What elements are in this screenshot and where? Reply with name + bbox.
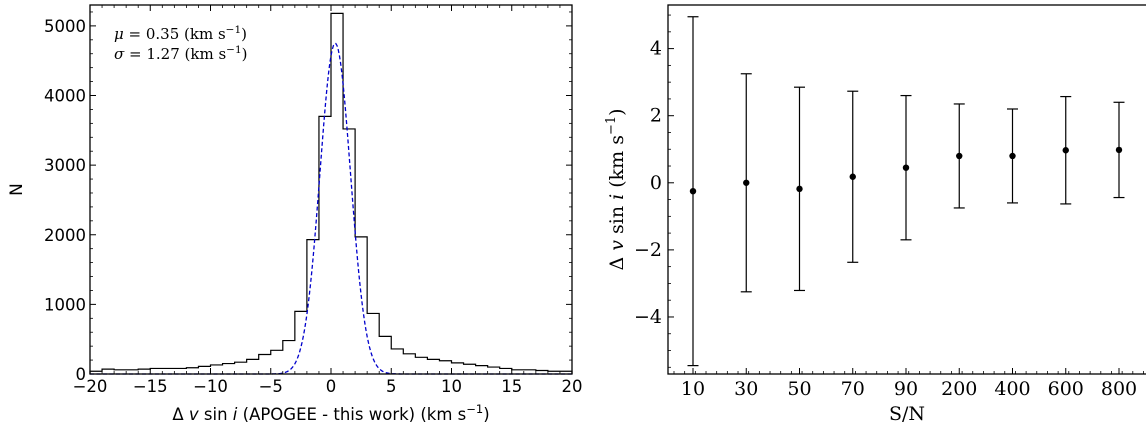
xlabel-delta: Δ <box>172 405 189 424</box>
histogram-x-axis-label: Δ v sin i (APOGEE - this work) (km s−1) <box>172 402 489 424</box>
data-point-marker <box>689 187 697 195</box>
ylabel-delta: Δ <box>606 251 628 271</box>
errorbar-ticks: 10 30 50 70 90 200 400 600 800 −4 −2 0 2 4 <box>634 14 1144 400</box>
errorbar-y-tick-label: 0 <box>650 172 662 194</box>
sigma-symbol: σ <box>114 45 125 63</box>
ylabel-rest: (km s <box>606 135 628 194</box>
histogram-y-tick-label: 2000 <box>44 226 86 245</box>
data-point-marker <box>956 152 963 160</box>
histogram-x-tick-label: −5 <box>259 377 283 396</box>
histogram-bars <box>89 12 573 374</box>
histogram-x-tick-label: 0 <box>326 377 337 396</box>
errorbar-plot-frame <box>667 4 1146 375</box>
errorbar-x-tick-label: 50 <box>787 378 811 400</box>
mu-unit-exponent: −1 <box>226 24 241 36</box>
sigma-unit-exponent: −1 <box>226 44 241 56</box>
data-point-marker <box>796 185 803 193</box>
histogram-x-tick-label: 15 <box>501 377 522 396</box>
xlabel-close: ) <box>483 405 489 424</box>
histogram-panel: −20 −15 −10 −5 0 5 10 15 20 0 1000 2000 3000 4000 5000… <box>7 4 583 424</box>
errorbar-x-tick-label: 30 <box>734 378 758 400</box>
histogram-x-tick-label: 20 <box>562 377 583 396</box>
histogram-y-tick-label: 3000 <box>44 156 86 175</box>
errorbar-x-tick-label: 200 <box>941 378 977 400</box>
ylabel-close: ) <box>606 108 628 115</box>
ylabel-v: v <box>606 240 628 251</box>
ylabel-sin: sin <box>606 200 628 240</box>
errorbar-points <box>687 16 1125 367</box>
histogram-ticks: −20 −15 −10 −5 0 5 10 15 20 0 1000 2000 3000 4000 5000 <box>44 5 583 396</box>
mu-text: = 0.35 (km s <box>124 25 226 43</box>
errorbar-y-tick-label: 2 <box>650 105 662 127</box>
data-point-marker <box>1115 146 1123 154</box>
errorbar-x-tick-label: 400 <box>994 378 1030 400</box>
mu-annotation: μ = 0.35 (km s−1) <box>114 24 247 43</box>
data-point-marker <box>902 164 910 171</box>
errorbar-x-tick-label: 800 <box>1101 378 1137 400</box>
xlabel-i: i <box>233 405 238 424</box>
histogram-y-tick-label: 4000 <box>44 87 86 106</box>
errorbar-y-tick-label: −2 <box>634 239 662 261</box>
errorbar-x-axis-label: S/N <box>889 403 925 425</box>
xlabel-exponent: −1 <box>466 402 483 416</box>
ylabel-exponent: −1 <box>604 116 619 135</box>
histogram-y-tick-label: 1000 <box>44 295 86 314</box>
ylabel-i: i <box>606 194 628 200</box>
mu-symbol: μ <box>114 25 124 43</box>
histogram-plot-frame <box>89 4 573 375</box>
xlabel-v: v <box>189 405 199 424</box>
histogram-x-tick-label: 10 <box>441 377 462 396</box>
histogram-y-tick-label: 5000 <box>44 17 86 36</box>
histogram-y-tick-label: 0 <box>76 365 87 384</box>
histogram-x-tick-label: −20 <box>73 377 108 396</box>
data-point-marker <box>1062 147 1069 154</box>
xlabel-sin: sin <box>199 405 233 424</box>
errorbar-x-tick-label: 90 <box>894 378 918 400</box>
mu-unit-close: ) <box>241 25 247 43</box>
errorbar-x-tick-label: 10 <box>681 378 705 400</box>
xlabel-rest: (APOGEE - this work) (km s <box>237 405 466 424</box>
histogram-y-axis-label: N <box>7 183 27 196</box>
histogram-x-tick-label: −10 <box>193 377 228 396</box>
data-point-marker <box>1009 152 1016 160</box>
sigma-unit-close: ) <box>242 45 248 63</box>
errorbar-y-tick-label: 4 <box>650 38 662 60</box>
sigma-annotation: σ = 1.27 (km s−1) <box>114 44 248 63</box>
histogram-step-line <box>89 12 573 374</box>
data-point-marker <box>743 179 750 186</box>
histogram-x-tick-label: 5 <box>386 377 397 396</box>
errorbar-y-axis-label: Δ v sin i (km s−1) <box>604 108 628 270</box>
errorbar-x-tick-label: 600 <box>1048 378 1084 400</box>
histogram-x-tick-label: −15 <box>133 377 168 396</box>
data-point-marker <box>849 173 856 180</box>
errorbar-panel: 10 30 50 70 90 200 400 600 800 −4 −2 0 2 4 S/N Δ v si… <box>604 4 1146 425</box>
errorbar-x-tick-label: 70 <box>841 378 865 400</box>
sigma-text: = 1.27 (km s <box>124 45 226 63</box>
errorbar-y-tick-label: −4 <box>634 306 662 328</box>
